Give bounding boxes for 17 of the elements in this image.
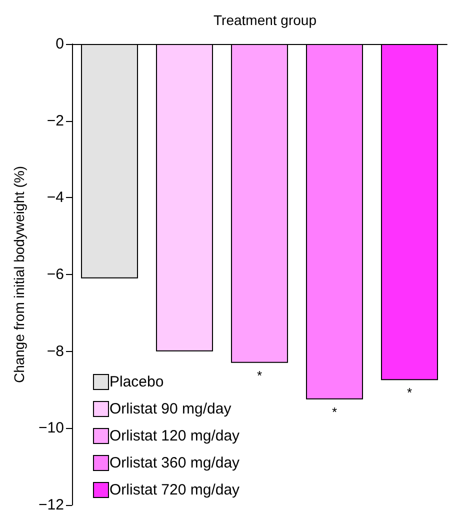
y-tick-label: −4 — [46, 189, 64, 206]
annotation: * — [332, 404, 338, 420]
y-tick-label: −8 — [46, 342, 64, 360]
y-tick-label: −12 — [38, 496, 64, 513]
y-tick-label: −6 — [46, 266, 64, 283]
legend-label: Orlistat 90 mg/day — [110, 400, 232, 418]
chart-title: Treatment group — [214, 12, 317, 28]
legend-label: Orlistat 360 mg/day — [110, 454, 240, 472]
y-axis-title: Change from initial bodyweight (%) — [11, 166, 27, 384]
y-tick-label: −2 — [46, 112, 64, 130]
legend-label: Placebo — [110, 374, 164, 390]
y-tick-label: 0 — [56, 36, 64, 52]
annotation: * — [406, 385, 412, 400]
annotation: * — [256, 368, 262, 383]
y-tick-label: −10 — [38, 420, 64, 437]
legend-label: Orlistat 720 mg/day — [110, 482, 240, 498]
legend-label: Orlistat 120 mg/day — [110, 428, 240, 444]
